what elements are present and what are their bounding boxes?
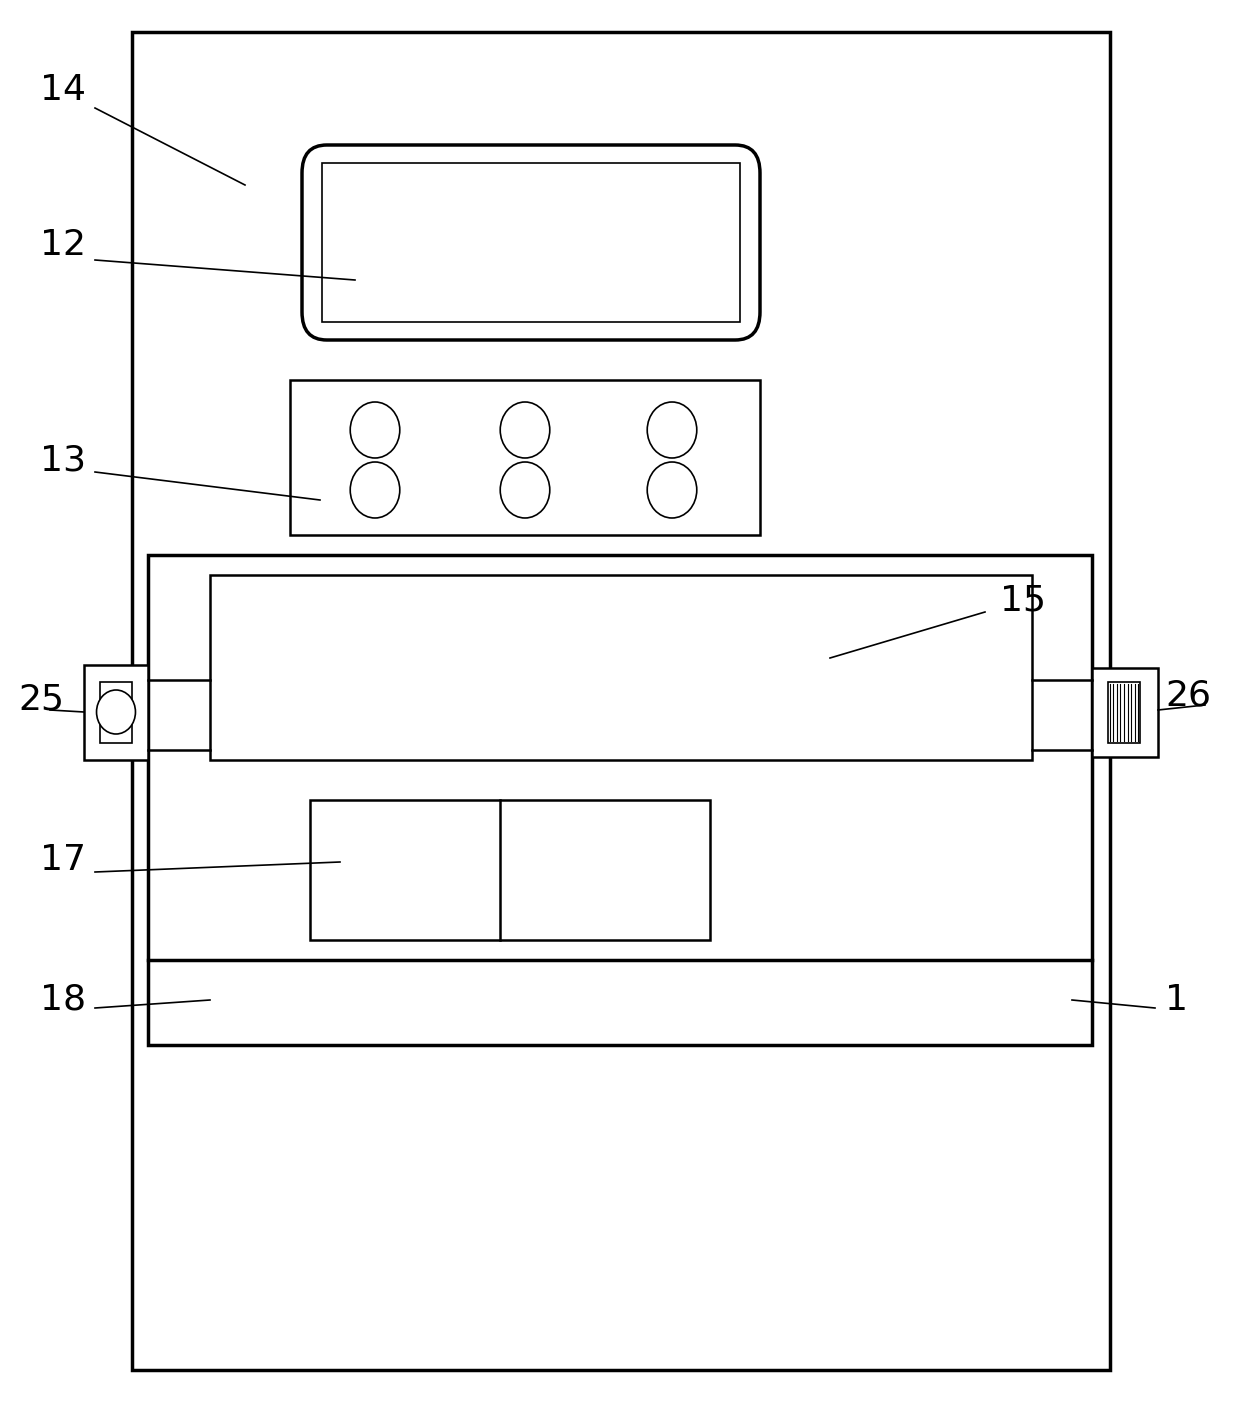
- Text: 15: 15: [999, 583, 1047, 616]
- Bar: [290, 380, 760, 535]
- Circle shape: [647, 462, 697, 518]
- Bar: [131, 32, 1110, 1370]
- Text: 14: 14: [40, 73, 86, 106]
- Bar: [84, 665, 148, 759]
- Bar: [1092, 668, 1158, 757]
- Text: 12: 12: [40, 228, 86, 262]
- Text: 13: 13: [40, 443, 86, 476]
- Circle shape: [500, 402, 549, 458]
- Text: 17: 17: [40, 843, 86, 877]
- Circle shape: [350, 462, 399, 518]
- Bar: [148, 555, 1092, 1045]
- Text: 1: 1: [1166, 984, 1188, 1017]
- Circle shape: [350, 402, 399, 458]
- Text: 26: 26: [1166, 678, 1211, 712]
- Bar: [1109, 682, 1140, 743]
- Bar: [210, 574, 1032, 759]
- FancyBboxPatch shape: [303, 144, 760, 340]
- Bar: [322, 163, 740, 322]
- Circle shape: [647, 402, 697, 458]
- Text: 25: 25: [19, 684, 64, 717]
- Circle shape: [97, 691, 135, 734]
- Circle shape: [500, 462, 549, 518]
- Text: 18: 18: [40, 984, 86, 1017]
- Bar: [310, 800, 711, 940]
- Bar: [100, 682, 131, 743]
